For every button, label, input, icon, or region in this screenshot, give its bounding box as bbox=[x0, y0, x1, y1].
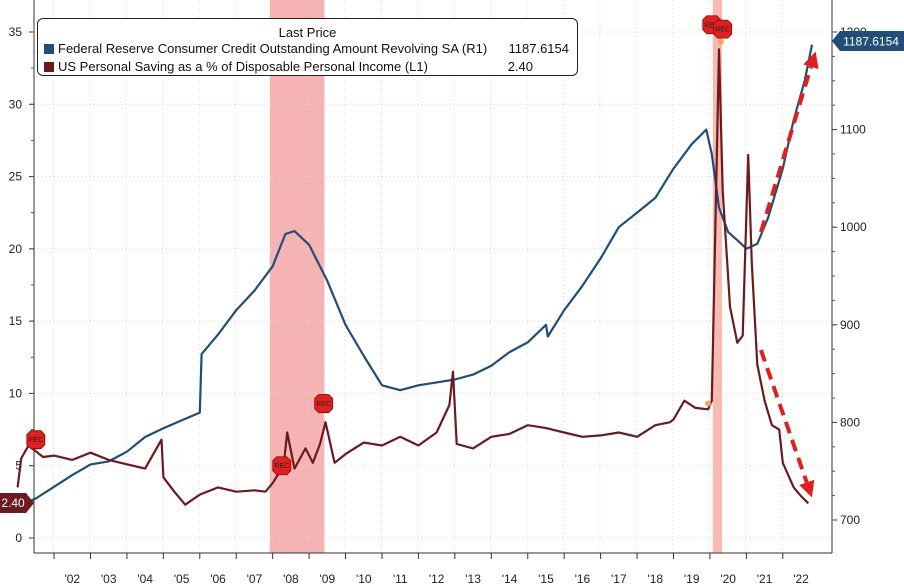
x-tick-label: '05 bbox=[174, 572, 190, 586]
marker-dot bbox=[705, 400, 712, 407]
last-value-right: 1187.6154 bbox=[832, 31, 904, 51]
legend-value-saving: 2.40 bbox=[507, 59, 533, 74]
x-tick-label: '19 bbox=[684, 572, 700, 586]
arrow-down-shaft bbox=[759, 349, 809, 484]
left-tick-label: 25 bbox=[9, 170, 23, 184]
x-tick-label: '02 bbox=[64, 572, 80, 586]
last-value-right-box bbox=[832, 31, 904, 51]
last-value-left-box bbox=[0, 493, 34, 513]
left-tick-label: 15 bbox=[9, 314, 23, 328]
x-tick-label: '09 bbox=[320, 572, 336, 586]
legend-item-credit: Federal Reserve Consumer Credit Outstand… bbox=[44, 41, 569, 57]
arrow-up-head bbox=[803, 51, 819, 70]
credit-line bbox=[17, 44, 814, 508]
arrow-up-shaft bbox=[759, 66, 813, 233]
x-tick-label: '14 bbox=[502, 572, 518, 586]
saving-line bbox=[16, 48, 810, 506]
recession-flag-label: REC bbox=[28, 437, 43, 444]
x-tick-label: '16 bbox=[575, 572, 591, 586]
right-tick-label: 900 bbox=[840, 318, 860, 332]
recession-flag-shape bbox=[314, 394, 334, 413]
recession-flag-label: REC bbox=[274, 463, 289, 470]
x-tick-label: '15 bbox=[538, 572, 554, 586]
last-value-right-label: 1187.6154 bbox=[843, 35, 899, 49]
x-tick-label: '08 bbox=[283, 572, 299, 586]
x-tick-label: '04 bbox=[137, 572, 153, 586]
right-tick-label: 1100 bbox=[840, 123, 866, 137]
recession-flag-label: REC bbox=[316, 401, 331, 408]
x-tick-label: '17 bbox=[611, 572, 627, 586]
right-tick-label: 800 bbox=[840, 415, 860, 429]
left-tick-label: 30 bbox=[9, 97, 23, 111]
arrow-down-head bbox=[799, 479, 815, 498]
x-tick-label: '12 bbox=[429, 572, 445, 586]
legend-label-credit: Federal Reserve Consumer Credit Outstand… bbox=[58, 41, 488, 56]
legend-swatch-saving bbox=[44, 62, 54, 72]
recession-flag-label: REC bbox=[715, 27, 730, 34]
x-tick-label: '10 bbox=[356, 572, 372, 586]
recession-flag-shape bbox=[26, 430, 46, 450]
recession-flag-label: REC bbox=[704, 22, 719, 29]
x-tick-label: '07 bbox=[247, 572, 263, 586]
right-tick-label: 1000 bbox=[840, 220, 867, 234]
legend-swatch-credit bbox=[44, 44, 54, 54]
legend-item-saving: US Personal Saving as a % of Disposable … bbox=[44, 59, 569, 75]
x-tick-label: '11 bbox=[393, 572, 408, 586]
x-tick-label: '18 bbox=[647, 572, 663, 586]
last-value-left-label: 2.40 bbox=[1, 496, 25, 510]
x-tick-label: '22 bbox=[793, 572, 809, 586]
legend-header: Last Price bbox=[278, 25, 337, 40]
legend-label-saving: US Personal Saving as a % of Disposable … bbox=[58, 59, 428, 74]
recession-flag: REC bbox=[314, 394, 334, 413]
left-tick-label: 10 bbox=[9, 386, 23, 400]
x-tick-label: '03 bbox=[101, 572, 117, 586]
recession-flag-shape bbox=[713, 19, 733, 39]
recession-band bbox=[712, 0, 722, 553]
x-tick-label: '06 bbox=[210, 572, 226, 586]
legend-value-credit: 1187.6154 bbox=[508, 41, 570, 56]
x-tick-label: '20 bbox=[720, 572, 736, 586]
left-tick-label: 0 bbox=[15, 531, 22, 545]
recession-flag-shape bbox=[272, 456, 292, 476]
chart-legend: Last Price Federal Reserve Consumer Cred… bbox=[37, 18, 578, 76]
recession-flag: REC bbox=[272, 456, 292, 476]
left-tick-label: 5 bbox=[15, 459, 22, 473]
left-tick-label: 35 bbox=[9, 25, 23, 39]
right-tick-label: 700 bbox=[840, 513, 860, 527]
left-tick-label: 20 bbox=[9, 242, 23, 256]
x-tick-label: '21 bbox=[757, 572, 773, 586]
peak-marker bbox=[717, 38, 724, 45]
recession-flag: REC bbox=[26, 430, 46, 450]
last-value-left: 2.40 bbox=[0, 493, 34, 513]
recession-flag: REC bbox=[713, 19, 733, 39]
x-tick-label: '13 bbox=[465, 572, 481, 586]
